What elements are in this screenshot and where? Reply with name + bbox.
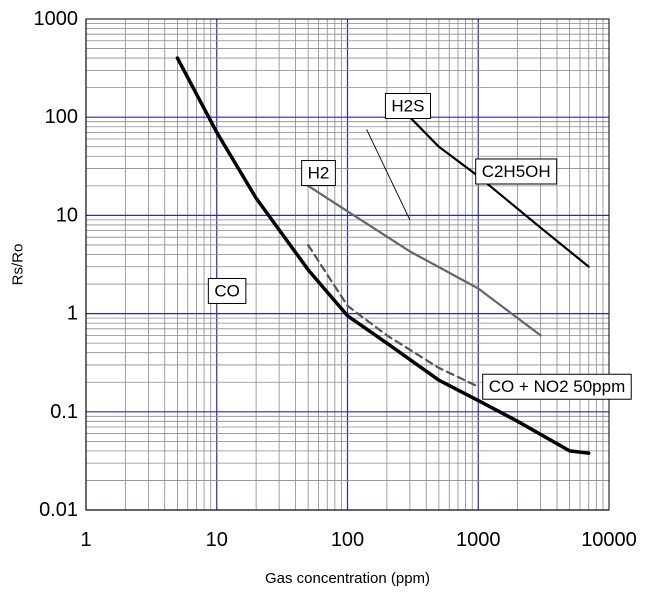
x-tick-label: 10000 bbox=[581, 529, 637, 551]
annotation-text: H2S bbox=[391, 97, 424, 116]
plot-area-frame bbox=[85, 18, 610, 511]
x-tick-labels: 1 10 100 1000 10000 bbox=[80, 529, 636, 551]
x-tick-label: 1 bbox=[80, 529, 91, 551]
y-tick-label: 0.1 bbox=[50, 401, 78, 423]
y-axis-label: Rs/Ro bbox=[10, 244, 27, 286]
annotation-box bbox=[384, 93, 431, 120]
y-tick-label: 1 bbox=[67, 303, 78, 325]
y-tick-labels: 0.01 0.1 1 10 100 1000 bbox=[34, 8, 79, 521]
annotation-text: H2 bbox=[308, 164, 330, 183]
annotation-box bbox=[482, 373, 632, 400]
y-tick-label: 1000 bbox=[34, 8, 79, 30]
annotation-labels: H2S H2 C2H5OH CO CO + NO2 50ppm bbox=[207, 93, 632, 400]
annotation-h2: H2 bbox=[301, 160, 336, 187]
x-tick-label: 1000 bbox=[456, 529, 501, 551]
annotation-box bbox=[475, 158, 558, 185]
series-lines bbox=[175, 56, 591, 455]
grid-lines bbox=[85, 19, 609, 511]
annotation-text: C2H5OH bbox=[482, 162, 551, 181]
h2s-leader-line bbox=[366, 129, 411, 221]
y-tick-label: 10 bbox=[56, 204, 78, 226]
annotation-h2s: H2S bbox=[384, 93, 431, 120]
annotation-leaders bbox=[366, 129, 411, 221]
series-line-co bbox=[175, 56, 591, 455]
series-line-h2 bbox=[307, 184, 542, 337]
annotation-box bbox=[301, 160, 336, 187]
annotation-co-no2-50ppm: CO + NO2 50ppm bbox=[482, 373, 632, 400]
series-line-co-no2-50ppm bbox=[307, 243, 480, 388]
annotation-box bbox=[207, 277, 247, 304]
x-tick-label: 100 bbox=[331, 529, 364, 551]
y-tick-label: 0.01 bbox=[39, 499, 78, 521]
annotation-text: CO + NO2 50ppm bbox=[489, 377, 626, 396]
y-tick-label: 100 bbox=[45, 106, 78, 128]
x-axis-label: Gas concentration (ppm) bbox=[265, 570, 430, 587]
annotation-co: CO bbox=[207, 277, 247, 304]
annotation-text: CO bbox=[214, 281, 240, 300]
annotation-c2h5oh: C2H5OH bbox=[475, 158, 558, 185]
x-tick-label: 10 bbox=[206, 529, 228, 551]
